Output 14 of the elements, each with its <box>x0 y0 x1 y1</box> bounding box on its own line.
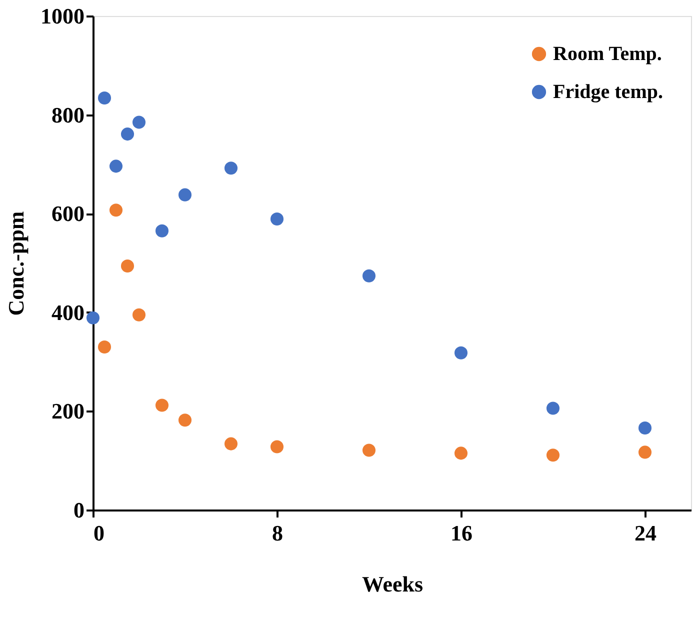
x-tick-label: 16 <box>450 520 472 546</box>
x-tick-label: 8 <box>272 520 283 546</box>
y-axis-title: Conc.-ppm <box>4 211 28 316</box>
x-tick-label: 0 <box>94 520 104 546</box>
legend-label: Room Temp. <box>553 43 662 65</box>
x-axis-title: Weeks <box>362 572 424 596</box>
y-tick-label: 800 <box>52 102 84 128</box>
legend-label: Fridge temp. <box>553 81 663 103</box>
y-tick-label: 200 <box>52 398 84 424</box>
y-tick-label: 1000 <box>40 4 84 28</box>
y-tick-label: 400 <box>52 300 84 325</box>
x-tick-label: 24 <box>634 520 656 546</box>
y-tick-label: 600 <box>52 201 84 226</box>
y-tick-label: 0 <box>74 498 84 522</box>
